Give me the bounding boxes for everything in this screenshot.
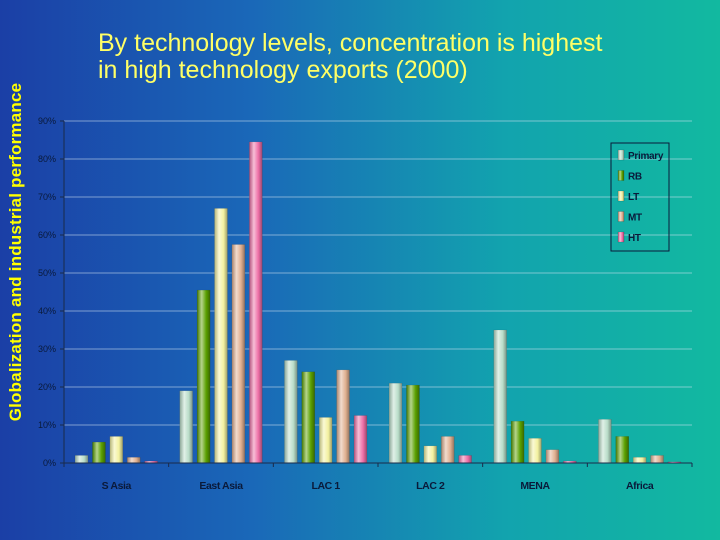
legend-label-rb: RB [628, 172, 642, 183]
x-tick-label: Africa [626, 480, 654, 492]
bar-mt-mena [545, 449, 560, 464]
y-tick-label: 40% [38, 306, 56, 316]
legend-swatch-primary [617, 149, 625, 161]
legend-label-ht: HT [628, 233, 641, 244]
headline: By technology levels, concentration is h… [98, 30, 698, 84]
bar-primary-mena [493, 329, 507, 464]
bar-rb-east-asia [196, 289, 211, 464]
y-tick-label: 10% [38, 420, 56, 430]
y-tick-label: 30% [38, 344, 56, 354]
legend-label-primary: Primary [628, 151, 664, 162]
bar-rb-s-asia [92, 441, 106, 464]
bar-mt-lac-1 [336, 369, 350, 464]
bar-primary-africa [598, 419, 612, 464]
legend-swatch-lt [617, 190, 625, 202]
bar-primary-lac-1 [284, 360, 298, 464]
y-axis: 0% 10% 20% 30% 40% 50% 60% 70% 80% 90% [38, 116, 65, 468]
y-tick-label: 90% [38, 116, 56, 126]
y-tick-label: 80% [38, 154, 56, 164]
x-axis: S Asia East Asia LAC 1 LAC 2 MENA Africa [63, 462, 693, 492]
legend-swatch-rb [617, 170, 625, 181]
legend-label-lt: LT [628, 192, 639, 203]
legend-swatch-mt [617, 211, 625, 222]
headline-line-2: in high technology exports (2000) [98, 56, 468, 84]
bar-lt-africa [632, 457, 647, 464]
bar-lt-lac-2 [423, 445, 438, 464]
y-tick-label: 60% [38, 230, 56, 240]
chart-legend: Primary RB LT MT HT [610, 142, 670, 252]
chart-bars [74, 141, 682, 464]
y-tick-label: 0% [43, 458, 56, 468]
bar-primary-s-asia [74, 455, 89, 464]
bar-lt-lac-1 [318, 417, 333, 464]
bar-rb-mena [510, 420, 525, 464]
bar-ht-east-asia [249, 141, 263, 464]
chart-grid [64, 120, 692, 464]
y-tick-label: 50% [38, 268, 56, 278]
bar-rb-lac-1 [301, 371, 316, 464]
x-tick-label: East Asia [199, 480, 243, 492]
legend-swatch-ht [617, 231, 625, 243]
bar-mt-east-asia [231, 244, 246, 464]
bar-rb-africa [615, 436, 630, 464]
bar-ht-lac-2 [458, 455, 472, 464]
x-tick-label: LAC 1 [311, 480, 340, 492]
bar-lt-mena [528, 438, 542, 464]
headline-line-1: By technology levels, concentration is h… [98, 29, 603, 57]
legend-box [610, 142, 670, 252]
bar-lt-s-asia [109, 436, 124, 464]
bar-primary-lac-2 [388, 382, 403, 464]
bar-primary-east-asia [179, 390, 193, 464]
y-tick-label: 20% [38, 382, 56, 392]
bar-ht-lac-1 [353, 415, 368, 464]
bar-mt-lac-2 [440, 436, 455, 464]
bar-mt-africa [650, 455, 664, 464]
bar-rb-lac-2 [406, 384, 420, 464]
bar-lt-east-asia [214, 208, 228, 464]
bar-mt-s-asia [126, 457, 141, 464]
x-tick-label: LAC 2 [416, 480, 445, 492]
x-tick-label: MENA [520, 480, 550, 492]
legend-label-mt: MT [628, 213, 642, 224]
x-tick-label: S Asia [102, 480, 132, 492]
y-tick-label: 70% [38, 192, 56, 202]
